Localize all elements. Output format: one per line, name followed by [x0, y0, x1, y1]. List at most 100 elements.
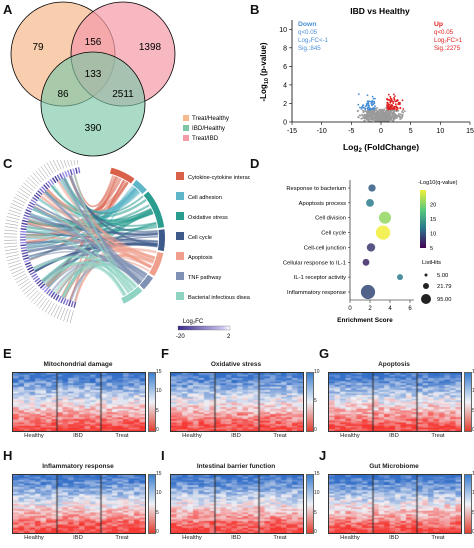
volcano-point — [367, 108, 370, 111]
volcano-point — [357, 103, 360, 106]
volcano-y-tick-label: 0 — [283, 120, 287, 127]
volcano-point — [369, 119, 371, 121]
chord-gene-tick — [30, 199, 37, 204]
chord-gene-tick — [66, 170, 71, 177]
heatmap-group-label: Healthy — [24, 433, 44, 439]
chord-gene-label-mark — [37, 168, 47, 179]
heatmap-scale-tick: 15 — [314, 471, 320, 477]
heatmap-cells — [328, 474, 462, 534]
heatmap-scale-tick: 0 — [472, 427, 474, 433]
bubble-x-ticks: 0 2 4 6 — [348, 300, 412, 312]
chord-gene-label-mark — [63, 308, 68, 322]
volcano-point — [399, 106, 402, 109]
chord-gene-tick — [20, 230, 27, 233]
chord-gene-tick — [37, 190, 43, 196]
volcano-x-tick-label: -15 — [287, 128, 297, 135]
volcano-point — [379, 108, 382, 111]
volcano-point — [369, 113, 372, 116]
venn-count-only-treat-healthy: 79 — [32, 42, 44, 53]
volcano-point — [371, 95, 374, 98]
volcano-point — [394, 95, 396, 97]
chord-gene-tick — [65, 299, 69, 306]
volcano-point — [389, 95, 392, 98]
volcano-point — [389, 109, 391, 112]
heatmap-scale-tick: 0 — [314, 427, 317, 433]
panel-label-d: D — [250, 156, 260, 171]
chord-gene-tick — [70, 301, 74, 308]
heatmap-scale-tick: 0 — [314, 529, 317, 535]
chord-gene-label-mark — [28, 290, 39, 300]
chord-gene-label-mark — [6, 254, 19, 258]
colorbar-tick-label: 10 — [430, 232, 436, 238]
chord-gene-label-mark — [7, 260, 21, 265]
chord-gene-label-mark — [19, 281, 31, 289]
heatmap-title: Gut Microbiome — [369, 463, 419, 470]
volcano-point — [381, 112, 384, 115]
heatmap-group-label: Treat — [273, 433, 287, 439]
chord-gene-tick — [29, 201, 36, 206]
chord-gene-label-mark — [56, 306, 63, 319]
volcano-point — [393, 98, 396, 100]
heatmap-scale-tick: 5 — [156, 407, 159, 414]
volcano-point — [399, 118, 401, 120]
volcano-point — [389, 100, 392, 103]
venn-legend-label: Treat/IBD — [192, 135, 219, 142]
chord-gene-label-mark — [4, 229, 18, 232]
panel-label-b: B — [250, 2, 260, 17]
volcano-down-fc: Log₂FC<-1 — [298, 37, 329, 44]
volcano-point — [362, 111, 365, 114]
chord-pathway-arc — [132, 179, 147, 194]
volcano-point — [366, 107, 369, 110]
bubble-category-label: Cellular response to IL-1 — [283, 260, 346, 266]
volcano-point — [395, 105, 397, 108]
chord-legend-label: Bacterial infectious disease — [188, 295, 250, 301]
volcano-point — [365, 113, 368, 116]
heatmap-group-label: Treat — [431, 535, 445, 541]
volcano-point — [359, 114, 362, 117]
chord-gene-label-mark — [63, 160, 67, 168]
chord-legend-swatch — [176, 272, 184, 280]
volcano-point — [397, 114, 399, 117]
chord-pathway-arc — [121, 286, 143, 304]
heatmap-scale-tick: 10 — [156, 490, 162, 497]
volcano-point — [397, 103, 400, 106]
chord-gene-label-mark — [69, 310, 74, 324]
heatmap-group-label: Treat — [273, 535, 287, 541]
chord-fc-title: Log₂FC — [183, 319, 204, 325]
volcano-point — [371, 109, 374, 112]
heatmap-group-label: Healthy — [340, 535, 360, 541]
bubble-category-label: Cell-cell junction — [304, 245, 346, 251]
chord-gene-tick — [20, 228, 27, 231]
panel-label-e: E — [3, 346, 12, 361]
chord-gene-label-mark — [21, 283, 33, 292]
chord-gene-tick — [64, 170, 68, 178]
bubble-category-label: Cell cycle — [321, 231, 346, 237]
heatmap-scale-tick: 10 — [472, 490, 474, 497]
volcano-point — [357, 109, 359, 112]
chord-gene-tick — [21, 222, 28, 226]
chord-legend-swatch — [176, 192, 184, 200]
chord-gene-label-mark — [36, 296, 45, 307]
bubble-point — [360, 284, 376, 300]
chord-gene-label-mark — [67, 160, 70, 167]
chord-ribbon — [42, 192, 153, 267]
volcano-point — [372, 103, 375, 106]
heatmap-color-scale — [464, 474, 472, 534]
heatmap-scale-tick: 10 — [314, 369, 320, 375]
chord-gene-tick — [25, 264, 32, 268]
chord-gene-label-mark — [13, 197, 26, 204]
chord-gene-label-mark — [53, 305, 60, 318]
panel-label-c: C — [3, 156, 13, 171]
chord-gene-tick — [59, 173, 64, 180]
size-legend-dot-small — [424, 273, 428, 277]
volcano-point — [386, 101, 389, 104]
panel-label-j: J — [319, 448, 327, 463]
volcano-down-q: q<0.05 — [298, 29, 318, 36]
volcano-x-tick-label: 15 — [466, 128, 474, 135]
volcano-point — [387, 110, 390, 113]
chord-gene-label-mark — [16, 276, 28, 284]
volcano-point — [386, 105, 389, 108]
volcano-point — [399, 113, 402, 116]
volcano-point — [372, 112, 375, 115]
chord-gene-tick — [22, 219, 29, 223]
